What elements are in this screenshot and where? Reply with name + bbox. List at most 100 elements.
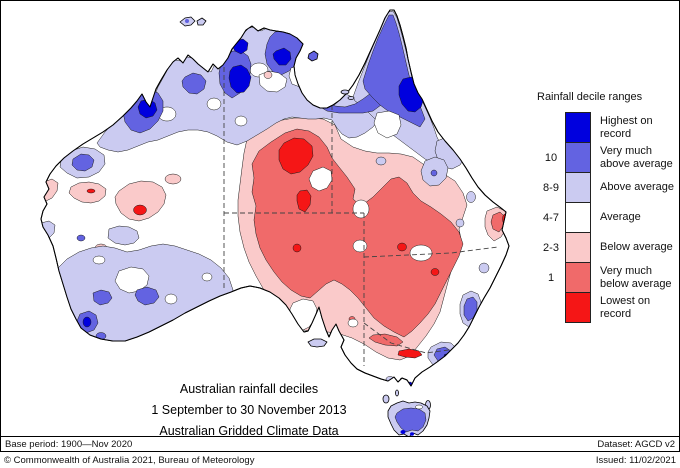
legend: Rainfall decile ranges Highest on record…	[537, 91, 680, 323]
region-average-eyre	[289, 298, 318, 332]
region-lowest-wa	[133, 204, 147, 216]
region-average-hole2	[206, 97, 222, 111]
legend-row: 10 Very much above average	[537, 142, 680, 173]
region-below-nt-dot	[263, 71, 273, 79]
region-vma-east-kimberley	[181, 72, 207, 95]
island-tiwi-dark	[185, 19, 189, 23]
region-average-sw-hole3	[164, 293, 178, 305]
region-lowest-nsw2	[430, 268, 440, 276]
island-kangaroo	[307, 338, 328, 348]
legend-label: Average	[600, 211, 641, 224]
region-lowest-nt	[278, 137, 314, 175]
region-highest-leeuwin	[82, 316, 92, 328]
island-mornington-1	[340, 89, 350, 95]
legend-row: 4-7 Average	[537, 202, 680, 233]
legend-row: 1 Very much below average	[537, 262, 680, 293]
region-vma-sw5	[76, 234, 86, 242]
region-above-qld-coast-dot	[466, 191, 476, 203]
region-average-sw-hole4	[201, 272, 213, 282]
region-highest-victoria-river	[228, 64, 252, 94]
legend-color-swatch	[565, 262, 591, 293]
region-above-nsw-dot2	[455, 218, 465, 228]
legend-decile-range: 8-9	[543, 181, 559, 194]
australia-rainfall-map	[40, 9, 510, 437]
legend-color-swatch	[565, 112, 591, 143]
legend-color-swatch	[565, 172, 591, 203]
region-above-qld-dot	[375, 156, 387, 166]
legend-label: Very much above average	[600, 144, 673, 170]
region-very-much-below-vic	[368, 333, 404, 347]
legend-color-swatch	[565, 232, 591, 263]
island-bass-sliver	[395, 389, 399, 397]
border-nsw-vic	[363, 322, 457, 354]
region-average-nt-pocket2	[288, 64, 309, 88]
region-vma-sw2	[134, 286, 160, 306]
region-vma-pilbara	[71, 153, 95, 172]
legend-row: 8-9 Above average	[537, 172, 680, 203]
region-average-pocket1	[308, 166, 333, 192]
copyright-row: © Commonwealth of Australia 2021, Bureau…	[0, 452, 680, 468]
region-lowest-sa	[292, 243, 302, 253]
island-king	[382, 394, 390, 404]
legend-color-swatch	[565, 292, 591, 323]
legend-decile-range: 10	[544, 151, 558, 164]
region-average-pocket4	[347, 318, 359, 328]
map-title-block: Australian rainfall deciles 1 September …	[89, 382, 409, 445]
region-vma-sw4	[95, 332, 107, 340]
region-highest-arnhem	[272, 47, 292, 66]
region-average-pocket3	[352, 239, 368, 253]
tasmania-white-spot	[415, 404, 423, 410]
legend-label: Lowest on record	[600, 294, 651, 320]
legend-label: Highest on record	[600, 114, 653, 140]
legend-label: Very much below average	[600, 264, 672, 290]
legend-color-swatch	[565, 202, 591, 233]
legend-label: Below average	[600, 241, 673, 254]
region-below-average-wa4	[164, 173, 182, 185]
region-average-pocket5	[409, 244, 433, 262]
island-tiwi-2	[196, 17, 207, 26]
legend-label: Above average	[600, 181, 674, 194]
tasmania-dark2	[410, 432, 414, 436]
dataset-label: Dataset: AGCD v2	[597, 438, 675, 450]
region-lowest-wa2	[86, 188, 96, 194]
legend-row: Lowest on record	[537, 292, 680, 323]
region-above-wa-interior	[107, 225, 140, 246]
island-groote	[307, 50, 319, 62]
region-vma-qld-dot	[430, 169, 438, 177]
region-lowest-nt2	[296, 189, 312, 213]
region-average-sw-hole2	[92, 255, 106, 265]
legend-row: 2-3 Below average	[537, 232, 680, 263]
island-mornington-2	[347, 96, 355, 100]
map-frame: Rainfall decile ranges Highest on record…	[0, 0, 680, 452]
region-very-much-below-nsw-coast	[490, 211, 506, 233]
region-above-nsw-dot1	[478, 262, 490, 274]
region-average-hole4	[234, 115, 248, 127]
map-title: Australian rainfall deciles	[179, 382, 319, 396]
region-average-pocket2	[352, 199, 370, 219]
state-borders	[223, 67, 499, 366]
region-vma-sw1	[92, 289, 113, 306]
tasmania-dark1	[400, 430, 406, 434]
region-highest-cobourg	[295, 16, 310, 30]
region-very-much-below-central	[251, 128, 464, 338]
legend-row: Highest on record	[537, 112, 680, 143]
map-subtitle-dataset: Australian Gridded Climate Data	[159, 424, 339, 438]
region-lowest-vic-border	[397, 348, 423, 359]
issued-label: Issued: 11/02/2021	[595, 454, 676, 466]
legend-rows: Highest on record 10 Very much above avera…	[537, 112, 680, 323]
mainland-outline	[40, 9, 510, 387]
copyright-label: © Commonwealth of Australia 2021, Bureau…	[4, 454, 255, 466]
footer-strip: Base period: 1900—Nov 2020 Dataset: AGCD…	[1, 436, 679, 451]
legend-title: Rainfall decile ranges	[537, 91, 643, 103]
legend-color-swatch	[565, 142, 591, 173]
legend-decile-range: 1	[547, 271, 555, 284]
tasmania-vma	[394, 407, 427, 433]
region-lowest-nsw1	[397, 242, 407, 252]
legend-decile-range: 4-7	[543, 211, 559, 224]
legend-decile-range: 2-3	[543, 241, 559, 254]
region-below-average-wa2	[114, 180, 167, 222]
base-period-label: Base period: 1900—Nov 2020	[5, 438, 133, 450]
region-below-average-wa1	[68, 181, 107, 204]
map-subtitle-period: 1 September to 30 November 2013	[151, 403, 347, 417]
region-average-nwqld	[373, 110, 402, 139]
